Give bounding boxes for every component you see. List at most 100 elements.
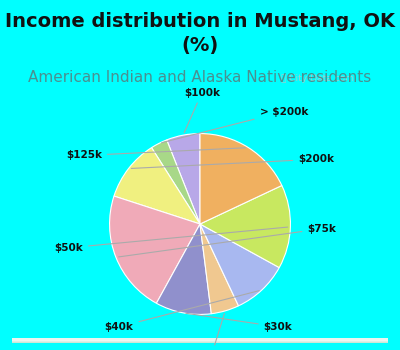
Bar — [12, 338, 388, 341]
Bar — [12, 341, 388, 343]
Bar — [12, 340, 388, 343]
Text: American Indian and Alaska Native residents: American Indian and Alaska Native reside… — [28, 70, 372, 85]
Bar — [12, 340, 388, 342]
Bar — [12, 338, 388, 341]
Bar — [12, 340, 388, 342]
Bar — [12, 338, 388, 341]
Bar — [12, 339, 388, 342]
Bar — [12, 338, 388, 341]
Text: $50k: $50k — [54, 227, 288, 253]
Bar — [12, 339, 388, 341]
Bar — [12, 339, 388, 341]
Bar — [12, 338, 388, 341]
Bar — [12, 340, 388, 342]
Wedge shape — [152, 140, 200, 224]
Bar — [12, 340, 388, 342]
Bar — [12, 338, 388, 341]
Wedge shape — [110, 196, 200, 303]
Wedge shape — [156, 224, 211, 314]
Bar — [12, 340, 388, 343]
Bar — [12, 340, 388, 342]
Text: $100k: $100k — [184, 88, 220, 133]
Bar — [12, 339, 388, 342]
Text: ⓘ City-Data.com: ⓘ City-Data.com — [281, 74, 354, 83]
Bar — [12, 340, 388, 343]
Bar — [12, 340, 388, 342]
Text: $40k: $40k — [105, 290, 259, 332]
Bar — [12, 340, 388, 342]
Bar — [12, 341, 388, 343]
Bar — [12, 340, 388, 342]
Bar — [12, 340, 388, 343]
Bar — [12, 340, 388, 342]
Bar — [12, 340, 388, 342]
Bar — [12, 340, 388, 342]
Bar — [12, 339, 388, 341]
Bar — [12, 340, 388, 343]
Bar — [12, 340, 388, 343]
Text: Income distribution in Mustang, OK
(%): Income distribution in Mustang, OK (%) — [5, 12, 395, 55]
Text: $75k: $75k — [119, 224, 336, 257]
Bar — [12, 339, 388, 341]
Bar — [12, 339, 388, 342]
Bar — [12, 340, 388, 342]
Bar — [12, 339, 388, 341]
Bar — [12, 338, 388, 341]
Bar — [12, 339, 388, 341]
Bar — [12, 341, 388, 343]
Bar — [12, 340, 388, 342]
Bar — [12, 341, 388, 343]
Bar — [12, 339, 388, 342]
Bar — [12, 339, 388, 341]
Bar — [12, 340, 388, 343]
Bar — [12, 339, 388, 342]
Bar — [12, 339, 388, 342]
Bar — [12, 340, 388, 342]
Bar — [12, 338, 388, 341]
Bar — [12, 340, 388, 342]
Wedge shape — [200, 224, 238, 314]
Text: $200k: $200k — [131, 154, 334, 168]
Bar — [12, 339, 388, 341]
Bar — [12, 340, 388, 342]
Bar — [12, 339, 388, 341]
Bar — [12, 340, 388, 342]
Bar — [12, 340, 388, 342]
Bar — [12, 340, 388, 342]
Bar — [12, 339, 388, 341]
Bar — [12, 339, 388, 342]
Text: > $200k: > $200k — [162, 107, 308, 143]
Bar — [12, 338, 388, 341]
Bar — [12, 339, 388, 341]
Bar — [12, 341, 388, 343]
Bar — [12, 340, 388, 342]
Bar — [12, 340, 388, 342]
Wedge shape — [200, 134, 282, 224]
Bar — [12, 339, 388, 342]
Bar — [12, 340, 388, 342]
Wedge shape — [200, 186, 290, 267]
Bar — [12, 341, 388, 343]
Bar — [12, 339, 388, 341]
Bar — [12, 340, 388, 343]
Bar — [12, 340, 388, 343]
Bar — [12, 339, 388, 341]
Text: $30k: $30k — [186, 313, 292, 332]
Bar — [12, 338, 388, 341]
Bar — [12, 339, 388, 342]
Bar — [12, 339, 388, 342]
Bar — [12, 340, 388, 342]
Bar — [12, 340, 388, 342]
Bar — [12, 340, 388, 342]
Bar — [12, 340, 388, 342]
Bar — [12, 340, 388, 342]
Bar — [12, 339, 388, 342]
Bar — [12, 339, 388, 341]
Bar — [12, 340, 388, 343]
Bar — [12, 341, 388, 343]
Bar — [12, 341, 388, 343]
Text: $10k: $10k — [197, 314, 226, 350]
Bar — [12, 340, 388, 342]
Bar — [12, 338, 388, 341]
Bar — [12, 341, 388, 343]
